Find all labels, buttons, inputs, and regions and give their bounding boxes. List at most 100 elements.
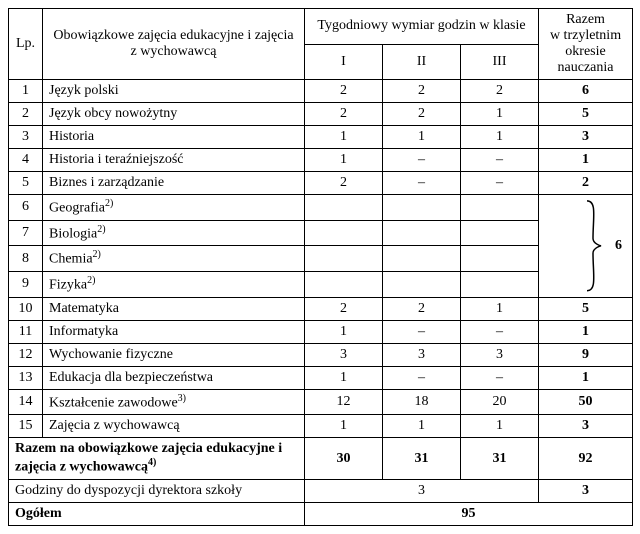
table-row: 10 Matematyka 2 2 1 5 (9, 297, 633, 320)
cell-name: Historia i teraźniejszość (43, 149, 305, 172)
cell-III: 3 (461, 343, 539, 366)
cell-grand-label: Ogółem (9, 502, 305, 525)
cell-total: 5 (539, 103, 633, 126)
table-row: 13 Edukacja dla bezpieczeństwa 1 – – 1 (9, 366, 633, 389)
cell-lp: 4 (9, 149, 43, 172)
cell-I: 1 (305, 415, 383, 438)
cell-III: 1 (461, 415, 539, 438)
cell-name: Biologia2) (43, 220, 305, 246)
cell-I (305, 271, 383, 297)
header-subject: Obowiązkowe zajęcia edukacyjne i zajęcia… (43, 9, 305, 80)
cell-I: 2 (305, 297, 383, 320)
cell-I (305, 220, 383, 246)
cell-lp: 1 (9, 80, 43, 103)
table-row: 3 Historia 1 1 1 3 (9, 126, 633, 149)
cell-total: 1 (539, 320, 633, 343)
curriculum-table: Lp. Obowiązkowe zajęcia edukacyjne i zaj… (8, 8, 633, 526)
cell-lp: 7 (9, 220, 43, 246)
cell-name: Kształcenie zawodowe3) (43, 389, 305, 415)
cell-I (305, 195, 383, 221)
header-col-2: II (383, 44, 461, 80)
cell-total: 1 (539, 149, 633, 172)
cell-II (383, 246, 461, 272)
cell-lp: 14 (9, 389, 43, 415)
table-row: 11 Informatyka 1 – – 1 (9, 320, 633, 343)
cell-total: 3 (539, 126, 633, 149)
table-row: 6 Geografia2) 6 (9, 195, 633, 221)
cell-subtotal-II: 31 (383, 438, 461, 480)
cell-total: 5 (539, 297, 633, 320)
cell-III: 1 (461, 297, 539, 320)
cell-group-total: 6 (539, 195, 633, 298)
cell-III: 2 (461, 80, 539, 103)
row-director: Godziny do dyspozycji dyrektora szkoły 3… (9, 479, 633, 502)
cell-lp: 11 (9, 320, 43, 343)
cell-name: Chemia2) (43, 246, 305, 272)
cell-director-total: 3 (539, 479, 633, 502)
cell-name: Biznes i zarządzanie (43, 172, 305, 195)
cell-director-value: 3 (305, 479, 539, 502)
cell-name: Matematyka (43, 297, 305, 320)
cell-name: Edukacja dla bezpieczeństwa (43, 366, 305, 389)
cell-I: 1 (305, 126, 383, 149)
cell-lp: 13 (9, 366, 43, 389)
cell-II: 2 (383, 80, 461, 103)
cell-II: – (383, 172, 461, 195)
cell-lp: 2 (9, 103, 43, 126)
table-row: 1 Język polski 2 2 2 6 (9, 80, 633, 103)
cell-grand-value: 95 (305, 502, 633, 525)
cell-III: – (461, 366, 539, 389)
header-lp: Lp. (9, 9, 43, 80)
cell-II: – (383, 149, 461, 172)
cell-II (383, 271, 461, 297)
cell-I: 1 (305, 320, 383, 343)
cell-III (461, 220, 539, 246)
table-row: 2 Język obcy nowożytny 2 2 1 5 (9, 103, 633, 126)
cell-name: Wychowanie fizyczne (43, 343, 305, 366)
cell-lp: 9 (9, 271, 43, 297)
cell-III (461, 195, 539, 221)
cell-subtotal-III: 31 (461, 438, 539, 480)
cell-lp: 10 (9, 297, 43, 320)
header-col-3: III (461, 44, 539, 80)
cell-lp: 6 (9, 195, 43, 221)
cell-I: 12 (305, 389, 383, 415)
cell-name: Język obcy nowożytny (43, 103, 305, 126)
cell-lp: 5 (9, 172, 43, 195)
cell-I: 1 (305, 149, 383, 172)
header-total: Razem w trzyletnim okresie nauczania (539, 9, 633, 80)
table-row: 12 Wychowanie fizyczne 3 3 3 9 (9, 343, 633, 366)
cell-total: 9 (539, 343, 633, 366)
cell-total: 3 (539, 415, 633, 438)
cell-subtotal-label: Razem na obowiązkowe zajęcia edukacyjne … (9, 438, 305, 480)
cell-total: 50 (539, 389, 633, 415)
cell-II: – (383, 320, 461, 343)
cell-name: Fizyka2) (43, 271, 305, 297)
cell-II (383, 220, 461, 246)
cell-total: 6 (539, 80, 633, 103)
cell-I: 1 (305, 366, 383, 389)
cell-subtotal-total: 92 (539, 438, 633, 480)
cell-name: Język polski (43, 80, 305, 103)
cell-II (383, 195, 461, 221)
cell-name: Historia (43, 126, 305, 149)
cell-director-label: Godziny do dyspozycji dyrektora szkoły (9, 479, 305, 502)
cell-name: Informatyka (43, 320, 305, 343)
cell-I: 2 (305, 103, 383, 126)
cell-I: 3 (305, 343, 383, 366)
cell-name: Geografia2) (43, 195, 305, 221)
header-weekly-group: Tygodniowy wymiar godzin w klasie (305, 9, 539, 45)
table-row: 5 Biznes i zarządzanie 2 – – 2 (9, 172, 633, 195)
cell-I: 2 (305, 172, 383, 195)
cell-lp: 15 (9, 415, 43, 438)
cell-II: 1 (383, 415, 461, 438)
cell-III: 1 (461, 126, 539, 149)
cell-III: – (461, 320, 539, 343)
cell-III: – (461, 172, 539, 195)
row-grand-total: Ogółem 95 (9, 502, 633, 525)
cell-I (305, 246, 383, 272)
cell-II: 2 (383, 103, 461, 126)
cell-II: 1 (383, 126, 461, 149)
cell-II: 18 (383, 389, 461, 415)
cell-III: 1 (461, 103, 539, 126)
